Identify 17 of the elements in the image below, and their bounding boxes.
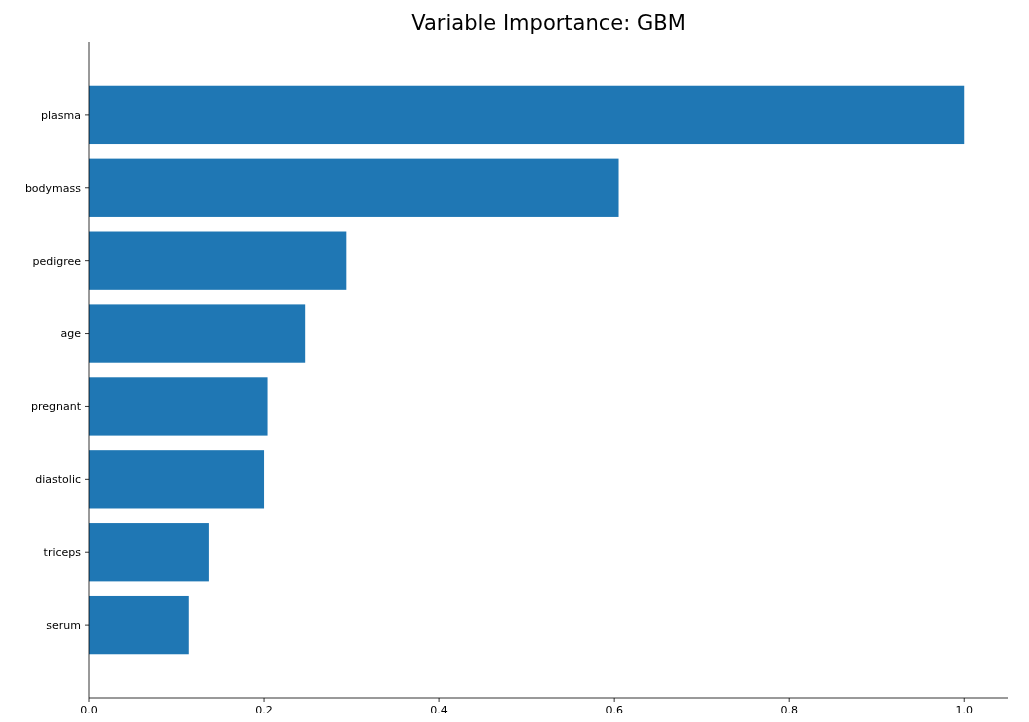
bar (89, 595, 189, 655)
bar (89, 304, 306, 363)
chart-title: Variable Importance: GBM (411, 11, 686, 35)
y-tick-label: serum (46, 618, 81, 632)
bar (89, 450, 265, 509)
y-tick-label: pedigree (32, 254, 82, 268)
y-tick-label: age (60, 327, 82, 341)
y-tick-label: pregnant (30, 400, 82, 414)
bar (89, 231, 347, 290)
bar (89, 158, 619, 217)
y-tick-label: bodymass (24, 181, 82, 195)
y-tick-label: triceps (43, 546, 82, 560)
bar (89, 85, 965, 145)
y-tick-label: plasma (41, 108, 81, 122)
bar (89, 523, 209, 582)
y-tick-label: diastolic (35, 473, 81, 487)
bar (89, 377, 268, 436)
